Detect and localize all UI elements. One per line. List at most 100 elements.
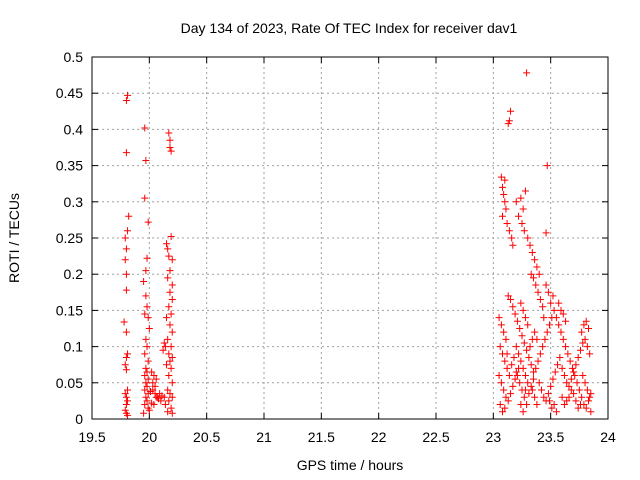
axis-ticks xyxy=(91,56,609,420)
data-point xyxy=(558,364,566,372)
data-point xyxy=(579,339,587,347)
data-point xyxy=(540,314,548,322)
data-point xyxy=(521,314,529,322)
data-point xyxy=(502,393,510,401)
data-point xyxy=(168,256,176,264)
data-point xyxy=(543,162,551,170)
data-point xyxy=(540,393,548,401)
data-point xyxy=(150,372,158,380)
data-point xyxy=(562,343,570,351)
data-point xyxy=(529,368,537,376)
data-point xyxy=(579,372,587,380)
data-point xyxy=(543,328,551,336)
data-point xyxy=(500,191,508,199)
data-points xyxy=(120,69,595,419)
y-tick-label: 0.5 xyxy=(64,49,84,65)
x-tick-label: 21.5 xyxy=(308,429,335,445)
data-point xyxy=(527,270,535,278)
data-point xyxy=(555,299,563,307)
data-point xyxy=(166,321,174,329)
data-point xyxy=(499,408,507,416)
data-point xyxy=(532,281,540,289)
data-point xyxy=(142,393,150,401)
data-point xyxy=(556,353,564,361)
data-point xyxy=(501,176,509,184)
data-point xyxy=(121,390,129,398)
data-point xyxy=(527,361,535,369)
data-point xyxy=(504,397,512,405)
data-point xyxy=(519,306,527,314)
data-point xyxy=(168,296,176,304)
data-point xyxy=(509,241,517,249)
data-point xyxy=(161,401,169,409)
data-point xyxy=(142,379,150,387)
data-point xyxy=(529,375,537,383)
data-point xyxy=(124,411,132,419)
x-tick-label: 24 xyxy=(600,429,616,445)
data-point xyxy=(587,408,595,416)
data-point xyxy=(572,361,580,369)
data-point xyxy=(531,256,539,264)
data-point xyxy=(511,310,519,318)
y-tick-label: 0.2 xyxy=(64,266,84,282)
data-point xyxy=(122,245,130,253)
data-point xyxy=(165,397,173,405)
data-point xyxy=(531,393,539,401)
data-point xyxy=(122,149,130,157)
data-point xyxy=(151,382,159,390)
data-point xyxy=(163,361,171,369)
data-point xyxy=(542,281,550,289)
x-tick-label: 20.5 xyxy=(193,429,220,445)
chart-title: Day 134 of 2023, Rate Of TEC Index for r… xyxy=(181,20,518,36)
data-point xyxy=(533,263,541,271)
data-point xyxy=(164,245,172,253)
data-point xyxy=(547,382,555,390)
data-point xyxy=(539,303,547,311)
data-point xyxy=(164,335,172,343)
data-point xyxy=(496,343,504,351)
data-point xyxy=(541,335,549,343)
data-point xyxy=(536,350,544,358)
x-tick-label: 22 xyxy=(371,429,387,445)
x-tick-label: 23 xyxy=(486,429,502,445)
data-point xyxy=(557,306,565,314)
data-point xyxy=(503,350,511,358)
data-point xyxy=(559,335,567,343)
data-point xyxy=(168,353,176,361)
data-point xyxy=(166,357,174,365)
data-point xyxy=(581,335,589,343)
data-point xyxy=(542,229,550,237)
data-point xyxy=(122,286,130,294)
data-point xyxy=(502,335,510,343)
y-tick-label: 0.05 xyxy=(56,375,83,391)
data-point xyxy=(503,364,511,372)
data-point xyxy=(168,328,176,336)
data-point xyxy=(580,321,588,329)
data-point xyxy=(500,386,508,394)
data-point xyxy=(143,382,151,390)
data-point xyxy=(141,372,149,380)
data-point xyxy=(167,233,175,241)
data-point xyxy=(516,325,524,332)
data-point xyxy=(501,404,509,412)
x-tick-label: 21 xyxy=(256,429,272,445)
data-point xyxy=(509,303,517,311)
data-point xyxy=(142,292,150,300)
data-point xyxy=(544,390,552,398)
data-point xyxy=(586,393,594,401)
data-point xyxy=(504,292,512,300)
data-point xyxy=(165,372,173,380)
data-point xyxy=(557,328,565,336)
data-point xyxy=(511,375,519,383)
data-point xyxy=(505,372,513,380)
data-point xyxy=(507,390,515,398)
data-point xyxy=(517,299,525,307)
data-point xyxy=(519,205,527,213)
data-point xyxy=(167,364,175,372)
data-point xyxy=(524,234,532,242)
data-point xyxy=(586,350,594,358)
data-point xyxy=(148,368,156,376)
data-point xyxy=(141,194,149,202)
data-point xyxy=(507,296,515,304)
data-point xyxy=(166,288,174,296)
